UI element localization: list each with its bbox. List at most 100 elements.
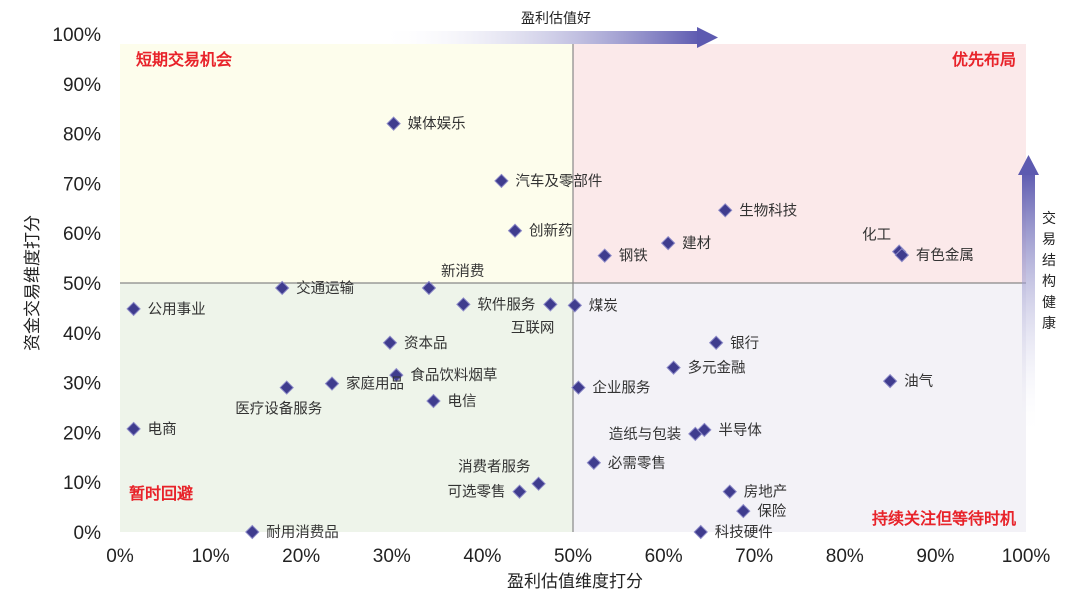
data-point-marker bbox=[894, 247, 910, 263]
data-point-label: 化工 bbox=[862, 227, 891, 244]
data-point-marker bbox=[708, 335, 724, 350]
data-point-marker bbox=[426, 393, 441, 409]
data-point-marker bbox=[126, 301, 141, 317]
data-point-marker bbox=[882, 373, 898, 389]
x-tick-label: 70% bbox=[735, 546, 773, 567]
x-tick-label: 40% bbox=[463, 546, 501, 567]
data-point-marker bbox=[274, 280, 290, 296]
data-point-label: 公用事业 bbox=[148, 301, 206, 318]
data-point-label: 资本品 bbox=[404, 335, 448, 352]
data-point-marker bbox=[126, 421, 141, 437]
data-point-marker bbox=[736, 503, 751, 519]
y-tick-label: 10% bbox=[63, 473, 101, 494]
x-tick-label: 90% bbox=[916, 546, 954, 567]
y-tick-label: 20% bbox=[63, 423, 101, 444]
y-tick-label: 0% bbox=[74, 523, 102, 544]
data-point-label: 必需零售 bbox=[608, 455, 666, 472]
data-point-label: 软件服务 bbox=[477, 296, 535, 313]
trading-structure-arrow: 交易结构健康 bbox=[1018, 155, 1056, 438]
x-axis-ticks: 0% 10% 20% 30% 40% 50% 60% 70% 80% 90% 100% bbox=[106, 546, 1050, 567]
quadrant-top-left bbox=[120, 44, 573, 283]
data-point-marker bbox=[382, 335, 398, 350]
data-point-marker bbox=[722, 484, 737, 499]
x-tick-label: 60% bbox=[645, 546, 683, 567]
x-tick-label: 20% bbox=[282, 546, 320, 567]
data-point-label: 电商 bbox=[148, 421, 177, 438]
profit-valuation-arrow: 盈利估值好 bbox=[378, 11, 718, 48]
data-point-marker bbox=[693, 524, 708, 540]
data-point-marker bbox=[389, 367, 404, 383]
data-point-marker bbox=[512, 484, 527, 499]
y-tick-label: 80% bbox=[63, 125, 101, 146]
data-point-label: 房地产 bbox=[744, 484, 788, 501]
data-point-marker bbox=[597, 248, 612, 263]
trading-structure-arrow-label: 交易结构健康 bbox=[1042, 210, 1056, 332]
data-point-marker bbox=[456, 297, 471, 312]
y-tick-label: 70% bbox=[63, 174, 101, 195]
quadrant-label-top-right: 优先布局 bbox=[952, 50, 1016, 69]
quadrant-label-bottom-left: 暂时回避 bbox=[129, 484, 193, 503]
quadrant-bottom-right bbox=[573, 283, 1026, 532]
data-point-label: 半导体 bbox=[718, 422, 762, 439]
data-point-label: 有色金属 bbox=[916, 247, 974, 264]
x-tick-label: 10% bbox=[192, 546, 230, 567]
y-tick-label: 40% bbox=[63, 324, 101, 345]
data-point-label: 耐用消费品 bbox=[266, 524, 339, 541]
quadrant-top-right bbox=[573, 44, 1026, 283]
data-point-label: 银行 bbox=[730, 335, 759, 352]
x-tick-label: 30% bbox=[373, 546, 411, 567]
data-point-marker bbox=[571, 380, 586, 395]
data-point-label: 建材 bbox=[682, 235, 711, 252]
quadrant-label-top-left: 短期交易机会 bbox=[136, 50, 232, 69]
data-point-label: 科技硬件 bbox=[715, 524, 773, 541]
data-point-label: 生物科技 bbox=[739, 202, 797, 219]
data-point-label: 媒体娱乐 bbox=[408, 116, 466, 133]
data-point-marker bbox=[567, 298, 583, 313]
data-point-label: 油气 bbox=[904, 373, 933, 390]
x-tick-label: 50% bbox=[554, 546, 592, 567]
data-point-label: 保险 bbox=[757, 503, 786, 520]
quadrant-labels: 短期交易机会 优先布局 暂时回避 持续关注但等待时机 bbox=[129, 50, 1016, 528]
quadrant-label-bottom-right: 持续关注但等待时机 bbox=[872, 509, 1016, 528]
x-tick-label: 100% bbox=[1002, 546, 1051, 567]
y-axis-ticks: 0% 10% 20% 30% 40% 50% 60% 70% 80% 90% 100% bbox=[52, 25, 101, 544]
data-point-marker bbox=[245, 524, 260, 540]
data-point-marker bbox=[543, 297, 558, 312]
data-point-label: 消费者服务 bbox=[458, 459, 531, 476]
data-point-label: 可选零售 bbox=[448, 484, 506, 501]
quadrant-bottom-left bbox=[120, 283, 573, 532]
y-axis-title: 资金交易维度打分 bbox=[23, 215, 43, 351]
data-point-label: 食品饮料烟草 bbox=[410, 367, 497, 384]
profit-valuation-arrow-label: 盈利估值好 bbox=[521, 11, 591, 27]
data-point-label: 新消费 bbox=[441, 263, 485, 280]
data-point-marker bbox=[531, 476, 546, 491]
x-tick-label: 0% bbox=[106, 546, 134, 567]
data-point-label: 电信 bbox=[447, 393, 476, 410]
x-tick-label: 80% bbox=[826, 546, 864, 567]
data-point-marker bbox=[494, 173, 509, 189]
data-point-marker bbox=[666, 360, 681, 375]
y-tick-label: 100% bbox=[52, 25, 101, 46]
data-point-label: 多元金融 bbox=[688, 360, 746, 377]
data-point-label: 煤炭 bbox=[589, 297, 618, 314]
data-point-marker bbox=[660, 235, 676, 251]
data-point-marker bbox=[421, 280, 437, 296]
data-point-marker bbox=[586, 455, 602, 470]
data-point-label: 家庭用品 bbox=[346, 376, 404, 393]
data-point-label: 交通运输 bbox=[296, 279, 354, 297]
data-point-label: 汽车及零部件 bbox=[515, 173, 602, 190]
data-point-label: 创新药 bbox=[529, 223, 573, 240]
quadrant-dividers bbox=[120, 44, 1026, 532]
y-tick-label: 50% bbox=[63, 274, 101, 295]
data-point-marker bbox=[507, 223, 523, 238]
data-point-label: 造纸与包装 bbox=[609, 426, 682, 443]
y-tick-label: 60% bbox=[63, 224, 101, 245]
data-point-marker bbox=[324, 376, 340, 391]
data-point-marker bbox=[386, 116, 401, 131]
quadrant-backgrounds bbox=[120, 44, 1026, 532]
data-point-label: 互联网 bbox=[511, 319, 555, 336]
data-point-marker bbox=[279, 380, 294, 395]
data-point-label: 企业服务 bbox=[592, 379, 650, 397]
